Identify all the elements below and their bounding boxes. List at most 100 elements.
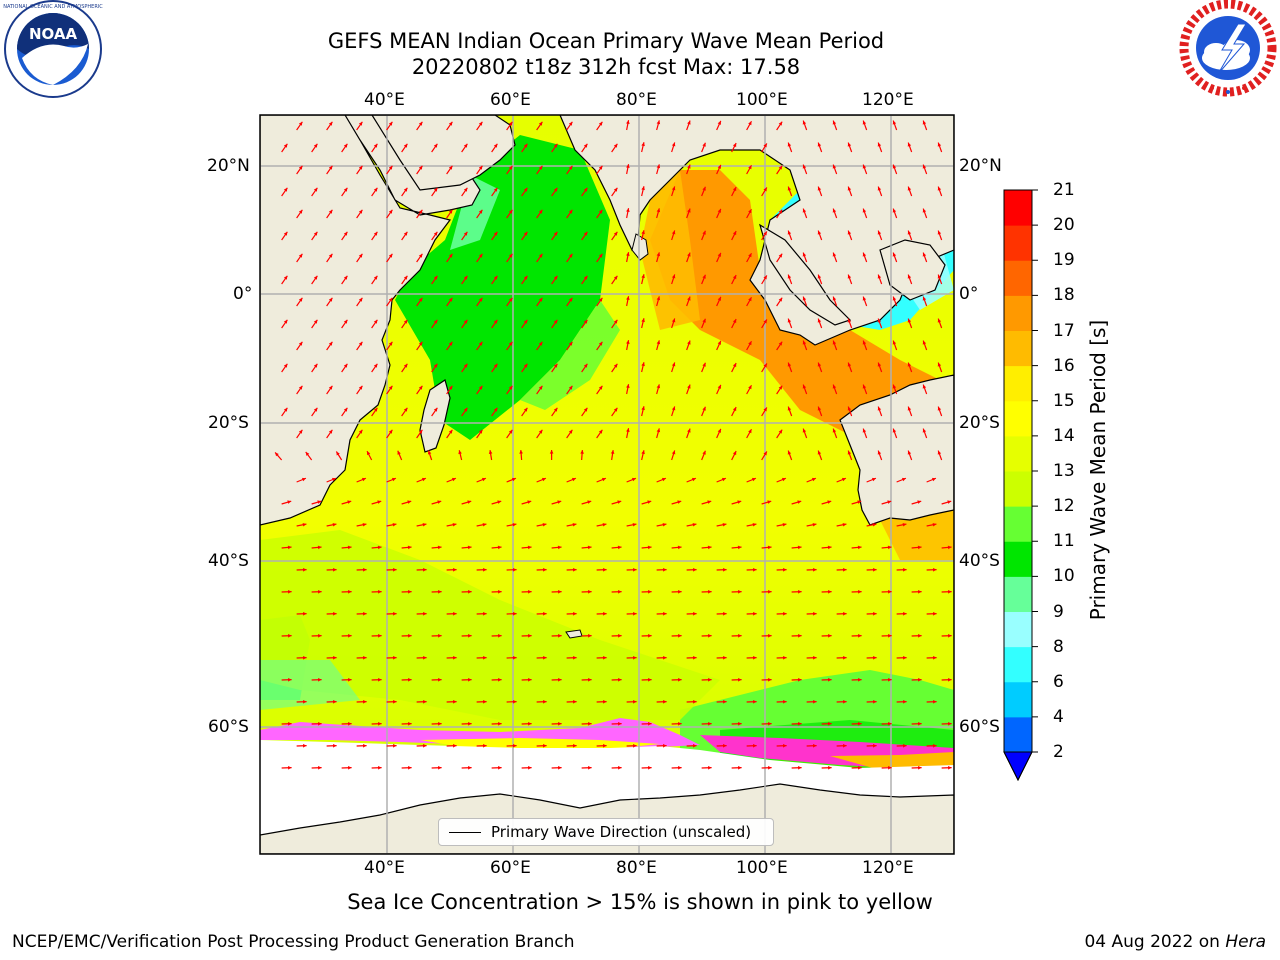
lat-label-right-40s: 40°S: [959, 551, 1000, 571]
wave-arrow-head: [508, 385, 513, 390]
wave-arrow-head: [463, 319, 468, 324]
wave-arrow-head: [778, 209, 783, 214]
wave-arrow-head: [463, 407, 468, 412]
wave-arrow-head: [892, 208, 897, 213]
wave-arrow-head: [527, 545, 532, 550]
wave-arrow-head: [847, 274, 852, 279]
wave-arrow-head: [328, 121, 333, 126]
wave-arrow-head: [768, 721, 772, 726]
lat-label-right-60s: 60°S: [959, 717, 1000, 737]
wave-arrow-head: [626, 428, 630, 433]
wave-arrow-head: [767, 500, 772, 504]
wave-arrow-head: [498, 721, 502, 726]
wave-arrow-head: [613, 275, 618, 280]
wave-arrow-head: [468, 633, 472, 638]
wave-arrow-head: [783, 699, 787, 704]
wave-arrow-head: [687, 252, 691, 257]
wave-arrow-head: [377, 545, 382, 550]
wave-arrow-head: [313, 407, 318, 412]
wave-arrow-head: [453, 567, 457, 572]
wave-arrow-head: [858, 677, 862, 682]
wave-arrow-head: [702, 450, 706, 455]
wave-arrow-head: [671, 450, 676, 455]
colorbar-tick-label: 12: [1053, 496, 1075, 517]
wave-arrow-head: [613, 319, 618, 324]
wave-arrow-head: [318, 677, 322, 682]
wave-arrow-head: [408, 589, 412, 594]
wave-arrow-head: [738, 677, 742, 682]
wave-arrow-head: [877, 186, 882, 191]
wave-arrow-head: [583, 407, 588, 412]
lat-label-left-40s: 40°S: [208, 551, 249, 571]
wave-arrow-head: [613, 363, 618, 368]
wave-arrow-head: [433, 407, 438, 412]
wave-arrow-head: [378, 721, 382, 726]
wave-arrow-head: [558, 633, 562, 638]
wave-arrow-head: [283, 407, 288, 412]
wave-arrow-head: [463, 143, 468, 148]
wave-arrow-head: [687, 208, 691, 213]
wave-arrow-head: [937, 274, 942, 279]
lon-label-bottom-80e: 80°E: [616, 858, 657, 878]
wave-arrow-head: [528, 633, 532, 638]
wave-arrow-head: [763, 231, 767, 236]
wave-arrow-head: [753, 567, 757, 572]
wave-arrow-head: [843, 567, 847, 572]
wave-arrow-head: [618, 633, 622, 638]
wave-arrow-head: [483, 699, 487, 704]
noaa-logo-text: NOAA: [29, 25, 78, 43]
wave-arrow-head: [847, 230, 852, 235]
wave-arrow-head: [641, 230, 645, 235]
wave-arrow-head: [603, 655, 607, 660]
wave-arrow-head: [388, 429, 393, 434]
wave-arrow-head: [707, 500, 712, 504]
wave-arrow-head: [641, 274, 645, 279]
wave-arrow-head: [922, 384, 927, 389]
wave-arrow-head: [702, 406, 706, 411]
wave-arrow-head: [671, 274, 676, 279]
wave-arrow-head: [528, 765, 532, 770]
wave-arrow-head: [862, 208, 867, 213]
wave-arrow-head: [892, 164, 897, 169]
wave-arrow-head: [877, 406, 882, 411]
wave-arrow-head: [678, 589, 682, 594]
wave-arrow-head: [583, 187, 588, 192]
wave-arrow-head: [817, 186, 822, 191]
wave-arrow-head: [907, 274, 912, 279]
wave-arrow-head: [452, 522, 457, 527]
wave-arrow-head: [933, 611, 937, 616]
wave-arrow-head: [752, 522, 757, 527]
land-australia: [839, 374, 954, 526]
wave-arrow-head: [687, 120, 691, 125]
wave-arrow-head: [702, 186, 706, 191]
wave-arrow-head: [847, 142, 852, 147]
wave-arrow-head: [397, 450, 401, 455]
wave-arrow-head: [433, 363, 438, 368]
wave-arrow-head: [580, 450, 584, 454]
wave-arrow-head: [437, 500, 442, 504]
wave-arrow-head: [817, 230, 822, 235]
wave-arrow-head: [787, 230, 792, 235]
wave-arrow-head: [498, 677, 502, 682]
wave-arrow-head: [691, 477, 696, 482]
wave-arrow-head: [832, 252, 837, 257]
wave-arrow-head: [671, 230, 676, 235]
wave-arrow-head: [918, 721, 922, 726]
wave-arrow-head: [478, 165, 483, 170]
wave-arrow-head: [318, 721, 322, 726]
wave-arrow-head: [528, 589, 532, 594]
wave-arrow-head: [798, 633, 802, 638]
wave-arrow-head: [583, 319, 588, 324]
wave-arrow-head: [331, 477, 336, 482]
wave-arrow-head: [641, 142, 645, 147]
wave-arrow-head: [317, 500, 322, 504]
wave-arrow-head: [828, 633, 832, 638]
wave-arrow-head: [408, 765, 412, 770]
wave-arrow-head: [847, 406, 852, 411]
wave-arrow-head: [661, 477, 666, 482]
wave-arrow-head: [732, 407, 737, 412]
wave-arrow-head: [358, 385, 363, 390]
wave-arrow-head: [361, 477, 366, 482]
wave-arrow-head: [797, 500, 802, 504]
wave-arrow-head: [328, 209, 333, 214]
